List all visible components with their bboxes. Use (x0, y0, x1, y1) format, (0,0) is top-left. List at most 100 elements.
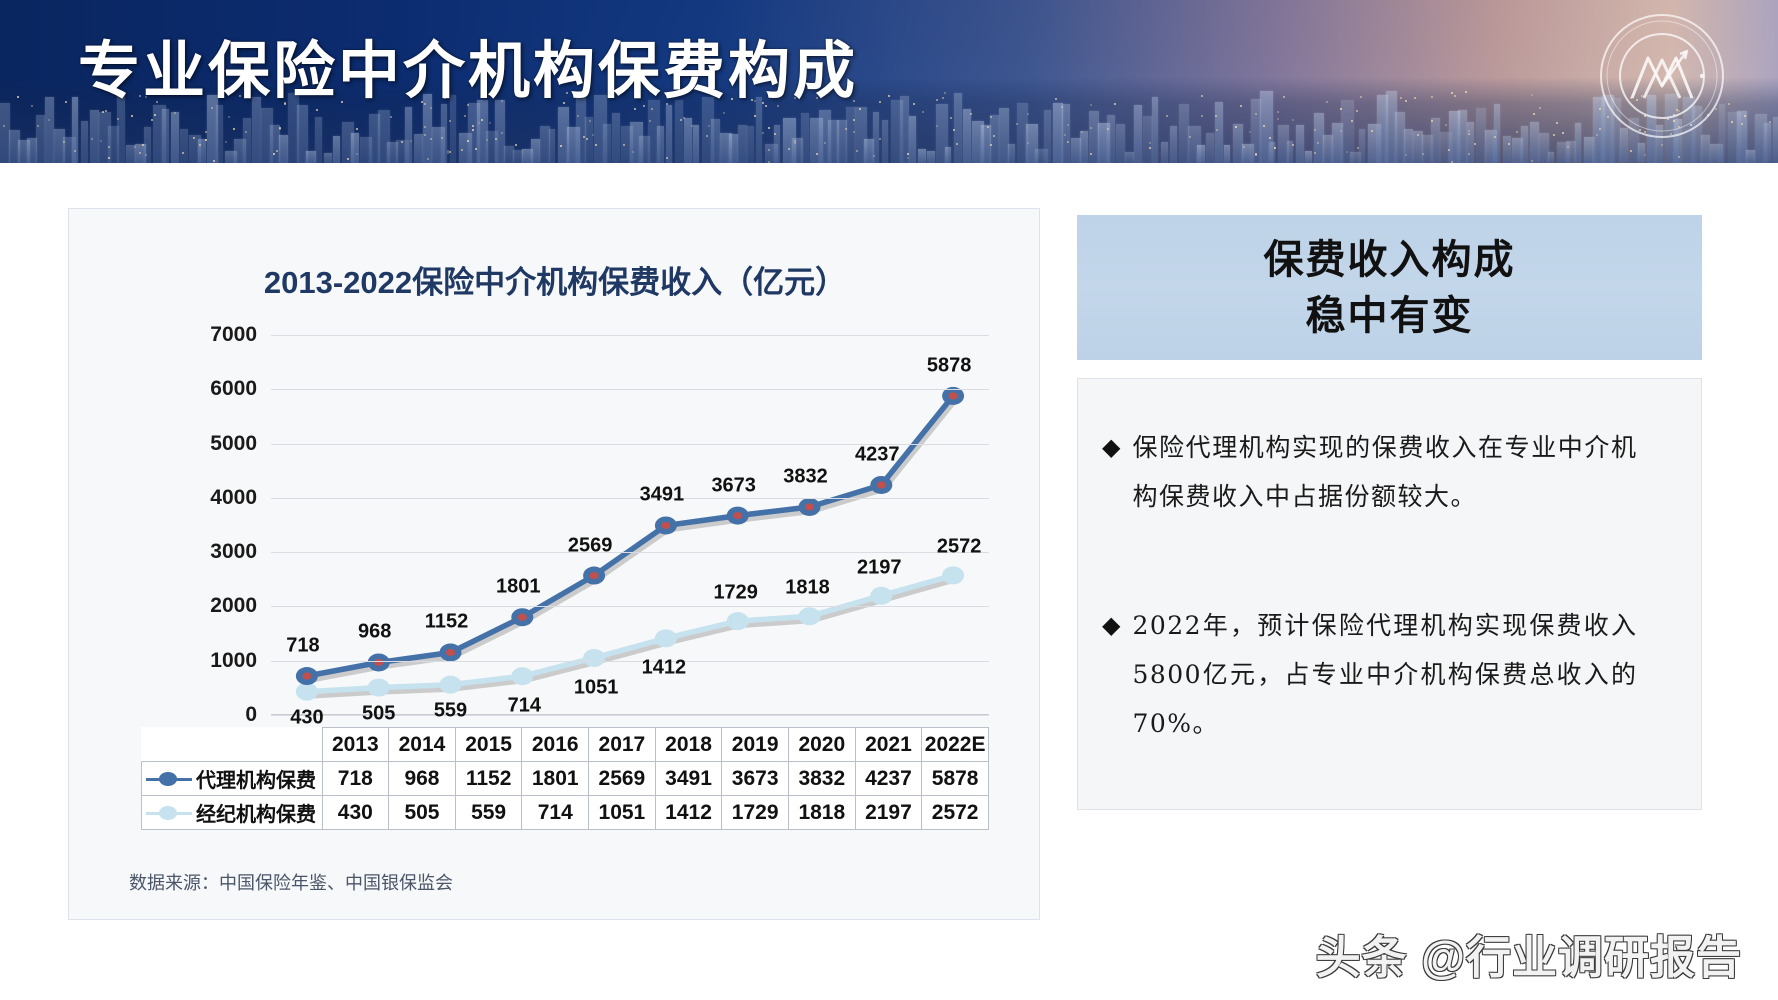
city-light (1351, 120, 1354, 123)
table-column-header: 2018 (654, 727, 723, 762)
city-light (500, 132, 503, 134)
city-light (1277, 118, 1280, 120)
city-light (1089, 152, 1092, 155)
city-light (423, 133, 426, 136)
city-light (1453, 95, 1456, 98)
table-cell: 1729 (721, 795, 789, 830)
city-light (753, 115, 756, 118)
watermark-label: 头条 @行业调研报告 (1315, 932, 1742, 983)
x-axis-line (271, 714, 989, 715)
city-light (1314, 128, 1317, 131)
city-light (1689, 124, 1692, 127)
chart-title: 2013-2022保险中介机构保费收入（亿元） (263, 265, 847, 300)
building-silhouette (1620, 128, 1628, 163)
city-light (992, 134, 995, 137)
city-light (770, 91, 773, 94)
city-light (1066, 124, 1069, 127)
city-light (1445, 123, 1448, 126)
city-light (1345, 151, 1348, 154)
city-light (1026, 141, 1029, 144)
chart-card: 2013-2022保险中介机构保费收入（亿元） 0 1000 2000 3000 400… (68, 208, 1040, 920)
city-light (762, 101, 765, 104)
city-light (133, 146, 136, 149)
city-light (1728, 103, 1731, 106)
city-light (566, 91, 569, 94)
city-light (879, 100, 882, 103)
city-light (793, 139, 796, 142)
building-silhouette (819, 109, 832, 163)
building-silhouette (828, 119, 839, 163)
table-column-header: 2015 (454, 727, 523, 762)
table-column-header: 2021 (854, 727, 923, 762)
city-light (145, 96, 148, 99)
city-light (514, 144, 517, 147)
city-light (1405, 100, 1408, 103)
building-silhouette (648, 100, 661, 163)
city-light (463, 115, 466, 118)
building-silhouette (900, 95, 909, 163)
city-light (987, 125, 990, 128)
building-silhouette (1647, 94, 1656, 163)
building-silhouette (1206, 132, 1214, 163)
city-light (1081, 131, 1084, 134)
city-light (753, 99, 756, 102)
series-marker (942, 566, 965, 585)
city-light (108, 146, 111, 149)
data-point-label: 559 (433, 699, 468, 722)
city-light (768, 160, 771, 163)
city-light (970, 113, 973, 116)
table-cell: 430 (321, 795, 390, 830)
page-title: 专业保险中介机构保费构成 (78, 37, 859, 106)
city-light (278, 126, 281, 129)
building-silhouette (360, 137, 373, 163)
city-light (1339, 107, 1342, 110)
building-silhouette (1458, 109, 1468, 163)
chart-plot-area: 0 1000 2000 3000 4000 5000 6000 7000 718 968 1152 1… (210, 323, 989, 728)
source-note: 数据来源：中国保险年鉴、中国银保监会 (129, 873, 453, 893)
building-silhouette (1224, 145, 1231, 163)
city-light (409, 139, 412, 142)
city-light (1015, 123, 1018, 126)
city-light (1106, 127, 1109, 130)
building-silhouette (270, 124, 280, 163)
building-silhouette (18, 139, 31, 163)
series-marker (583, 648, 606, 667)
city-light (429, 137, 432, 140)
series-marker (654, 629, 677, 648)
table-cell: 1051 (588, 795, 656, 830)
building-silhouette (846, 106, 855, 163)
building-silhouette (315, 116, 322, 163)
series-marker (295, 682, 318, 701)
building-silhouette (1395, 111, 1406, 163)
city-light (913, 103, 916, 106)
building-silhouette (612, 113, 620, 163)
building-silhouette (117, 93, 126, 163)
city-light (887, 95, 890, 98)
city-light (1539, 107, 1542, 110)
building-silhouette (990, 115, 1000, 163)
city-light (583, 136, 586, 139)
city-light (989, 144, 992, 147)
building-silhouette (1323, 135, 1333, 163)
city-light (466, 104, 469, 106)
city-light (1715, 107, 1718, 110)
city-light (500, 99, 503, 102)
building-silhouette (1080, 131, 1088, 163)
city-light (691, 124, 694, 127)
city-light (594, 144, 597, 147)
city-light (1530, 93, 1533, 96)
city-light (1355, 110, 1358, 113)
series-marker (798, 607, 821, 626)
city-light (193, 137, 196, 140)
city-light (1644, 115, 1647, 118)
city-light (449, 151, 452, 154)
city-light (440, 136, 443, 139)
table-header-row: 2013 2014 2015 2016 2017 2018 2019 2020 2021 2022… (141, 727, 989, 762)
building-silhouette (549, 128, 556, 163)
city-light (429, 107, 432, 110)
bullet-text: 2022年，预计保险代理机构实现保费收入5800亿元，占专业中介机构保费总收入的… (1132, 611, 1638, 738)
chart-gridline (271, 443, 989, 445)
building-silhouette (414, 133, 423, 163)
city-light (935, 124, 938, 127)
city-light (1214, 115, 1217, 118)
